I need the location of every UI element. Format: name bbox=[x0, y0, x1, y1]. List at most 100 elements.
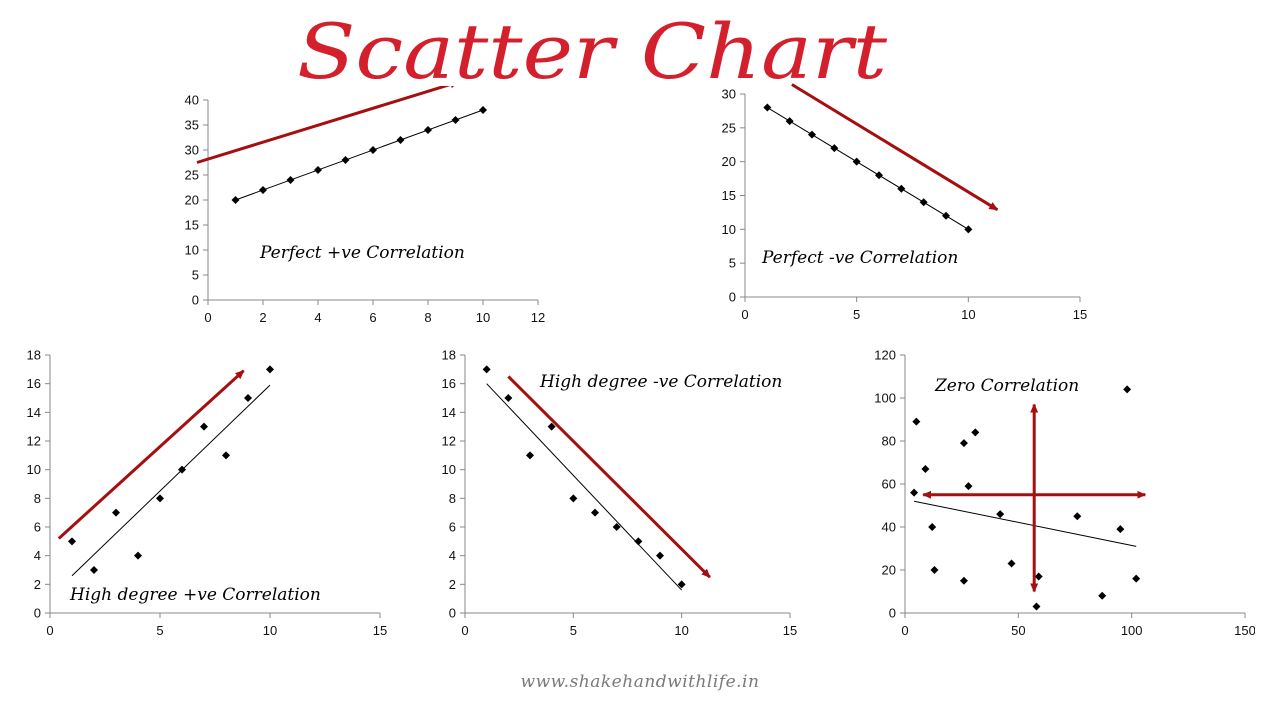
y-tick-label: 120 bbox=[874, 348, 896, 363]
data-point bbox=[341, 156, 350, 164]
x-tick-label: 0 bbox=[204, 310, 211, 325]
y-tick-label: 30 bbox=[185, 143, 199, 158]
data-point bbox=[259, 186, 267, 194]
x-tick-label: 50 bbox=[1011, 623, 1025, 638]
chart-svg: 0 2 4 6 8 10 12 14 16 18 0 5 10 15 High degree -ve Cor… bbox=[442, 348, 798, 639]
y-tick-label: 5 bbox=[192, 268, 199, 283]
data-point bbox=[910, 488, 919, 497]
y-tick-label: 12 bbox=[442, 434, 456, 449]
chart-high-negative: 0 2 4 6 8 10 12 14 16 18 0 5 10 15 High degree -ve Cor… bbox=[425, 342, 805, 642]
data-point bbox=[68, 537, 76, 546]
x-tick-label: 0 bbox=[901, 623, 908, 638]
data-point bbox=[482, 365, 491, 374]
y-tick-label: 18 bbox=[27, 348, 41, 363]
data-point bbox=[112, 508, 120, 517]
y-tick-label: 20 bbox=[882, 563, 896, 578]
page-title: Scatter Chart bbox=[297, 7, 888, 96]
data-point bbox=[526, 451, 534, 460]
data-point bbox=[1116, 525, 1125, 534]
data-point bbox=[612, 523, 621, 531]
y-tick-label: 14 bbox=[27, 405, 41, 420]
data-point bbox=[547, 422, 556, 431]
y-tick-label: 0 bbox=[729, 290, 736, 305]
x-tick-label: 100 bbox=[1121, 623, 1143, 638]
x-tick-label: 10 bbox=[263, 623, 277, 638]
y-tick-label: 2 bbox=[449, 577, 456, 592]
footer-url: www.shakehandwithlife.in bbox=[520, 672, 760, 692]
data-point bbox=[959, 439, 968, 448]
data-point bbox=[1073, 512, 1082, 521]
data-point bbox=[763, 103, 772, 112]
x-tick-label: 4 bbox=[314, 310, 321, 325]
data-point bbox=[1034, 572, 1043, 581]
x-tick-label: 12 bbox=[531, 310, 545, 325]
correlation-label: Perfect +ve Correlation bbox=[259, 243, 465, 263]
y-tick-label: 25 bbox=[185, 168, 199, 183]
data-point bbox=[785, 117, 794, 126]
y-tick-label: 15 bbox=[722, 188, 736, 203]
chart-svg: 0 2 4 6 8 10 12 14 16 18 0 5 10 15 High degree +ve Cor… bbox=[27, 348, 388, 639]
trendline bbox=[486, 383, 683, 591]
data-point bbox=[959, 576, 968, 585]
chart-perfect-negative: 0 5 10 15 20 25 30 0 5 10 15 Perfect -ve Correlatio… bbox=[700, 82, 1100, 327]
data-point bbox=[928, 523, 937, 531]
y-tick-label: 0 bbox=[192, 293, 199, 308]
y-tick-label: 6 bbox=[34, 520, 41, 535]
x-tick-label: 6 bbox=[369, 310, 376, 325]
x-tick-label: 10 bbox=[674, 623, 688, 638]
page-title-text: Scatter Chart bbox=[297, 7, 888, 96]
data-point bbox=[504, 394, 513, 402]
y-tick-label: 0 bbox=[34, 606, 41, 621]
y-tick-label: 10 bbox=[722, 222, 736, 237]
y-tick-label: 15 bbox=[185, 218, 199, 233]
correlation-label: Zero Correlation bbox=[934, 376, 1079, 396]
data-point bbox=[479, 106, 487, 114]
data-point bbox=[852, 157, 861, 166]
y-tick-label: 4 bbox=[34, 548, 41, 563]
trendline bbox=[913, 500, 1137, 547]
trendline bbox=[235, 109, 484, 201]
chart-zero-correlation: 0 20 40 60 80 100 120 0 50 100 150 Zero Correlation bbox=[855, 342, 1256, 642]
data-point bbox=[964, 225, 973, 234]
y-tick-label: 8 bbox=[34, 491, 41, 506]
data-point bbox=[942, 211, 950, 220]
data-point bbox=[930, 566, 939, 574]
x-tick-label: 8 bbox=[424, 310, 431, 325]
data-point bbox=[634, 537, 643, 546]
data-point bbox=[231, 196, 240, 204]
correlation-label: High degree -ve Correlation bbox=[539, 372, 782, 392]
data-point bbox=[369, 146, 377, 154]
y-tick-label: 60 bbox=[882, 477, 896, 492]
data-point bbox=[314, 166, 322, 174]
data-point bbox=[912, 417, 921, 426]
x-tick-label: 0 bbox=[461, 623, 468, 638]
data-point bbox=[1007, 559, 1016, 568]
x-tick-label: 10 bbox=[961, 307, 975, 322]
y-tick-label: 16 bbox=[27, 376, 41, 391]
data-point bbox=[1132, 574, 1141, 583]
y-tick-label: 16 bbox=[442, 376, 456, 391]
x-tick-label: 5 bbox=[156, 623, 163, 638]
y-tick-label: 4 bbox=[449, 548, 456, 563]
data-point bbox=[1098, 591, 1107, 600]
trend-arrow bbox=[507, 375, 711, 579]
data-point bbox=[1123, 385, 1132, 394]
data-point bbox=[396, 136, 405, 144]
y-tick-label: 10 bbox=[442, 462, 456, 477]
data-point bbox=[591, 508, 599, 517]
data-point bbox=[424, 126, 432, 134]
trendline bbox=[767, 107, 969, 230]
data-point bbox=[451, 116, 460, 124]
data-point bbox=[134, 551, 142, 560]
trend-arrow bbox=[57, 369, 245, 540]
data-point bbox=[90, 566, 98, 574]
y-tick-label: 5 bbox=[729, 256, 736, 271]
data-point bbox=[222, 451, 230, 460]
data-point bbox=[808, 130, 816, 139]
chart-perfect-positive: 0 5 10 15 20 25 30 35 40 0 2 4 6 8 10 12 Perfect +ve Cor… bbox=[160, 80, 560, 331]
y-tick-label: 14 bbox=[442, 405, 456, 420]
y-tick-label: 0 bbox=[889, 606, 896, 621]
trend-arrow bbox=[196, 80, 460, 164]
data-point bbox=[677, 580, 686, 589]
chart-svg: 0 5 10 15 20 25 30 35 40 0 2 4 6 8 10 12 Perfect +ve Cor… bbox=[185, 80, 545, 325]
